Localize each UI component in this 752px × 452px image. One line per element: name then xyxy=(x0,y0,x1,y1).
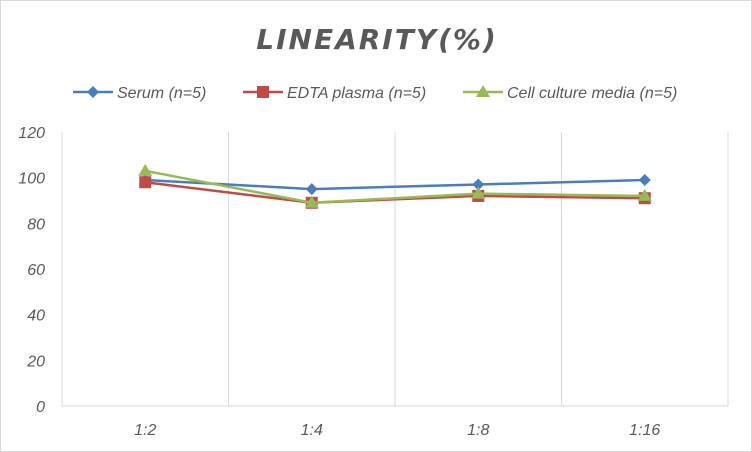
series-triangle xyxy=(138,163,652,208)
y-tick-label: 40 xyxy=(27,308,45,325)
triangle-marker xyxy=(471,186,486,199)
triangle-marker xyxy=(637,188,652,201)
y-tick-label: 20 xyxy=(26,353,45,370)
square-marker xyxy=(257,86,269,98)
x-tick-label: 1:8 xyxy=(467,422,489,439)
x-tick-label: 1:4 xyxy=(301,422,323,439)
chart-title: LINEARITY(%) xyxy=(256,23,498,56)
legend-label: Cell culture media (n=5) xyxy=(507,85,677,102)
series-line xyxy=(145,178,645,191)
diamond-marker xyxy=(638,173,651,186)
diamond-marker xyxy=(87,86,99,98)
x-tick-label: 1:16 xyxy=(629,422,660,439)
y-tick-label: 100 xyxy=(18,171,45,188)
legend-entry: EDTA plasma (n=5) xyxy=(243,85,426,102)
diamond-marker xyxy=(472,178,485,191)
legend-entry: Serum (n=5) xyxy=(73,85,206,102)
triangle-marker xyxy=(476,85,490,97)
diamond-marker xyxy=(305,183,318,196)
y-tick-label: 60 xyxy=(27,262,45,279)
y-tick-label: 120 xyxy=(18,125,45,142)
triangle-marker xyxy=(138,163,153,176)
triangle-marker xyxy=(304,195,319,208)
y-tick-label: 80 xyxy=(27,216,45,233)
square-marker xyxy=(139,176,152,189)
series-diamond xyxy=(139,173,651,196)
y-tick-label: 0 xyxy=(36,399,45,416)
series-line xyxy=(145,169,645,205)
x-tick-label: 1:2 xyxy=(134,422,156,439)
legend-entry: Cell culture media (n=5) xyxy=(463,85,677,102)
legend-label: EDTA plasma (n=5) xyxy=(287,85,426,102)
legend-label: Serum (n=5) xyxy=(117,85,206,102)
